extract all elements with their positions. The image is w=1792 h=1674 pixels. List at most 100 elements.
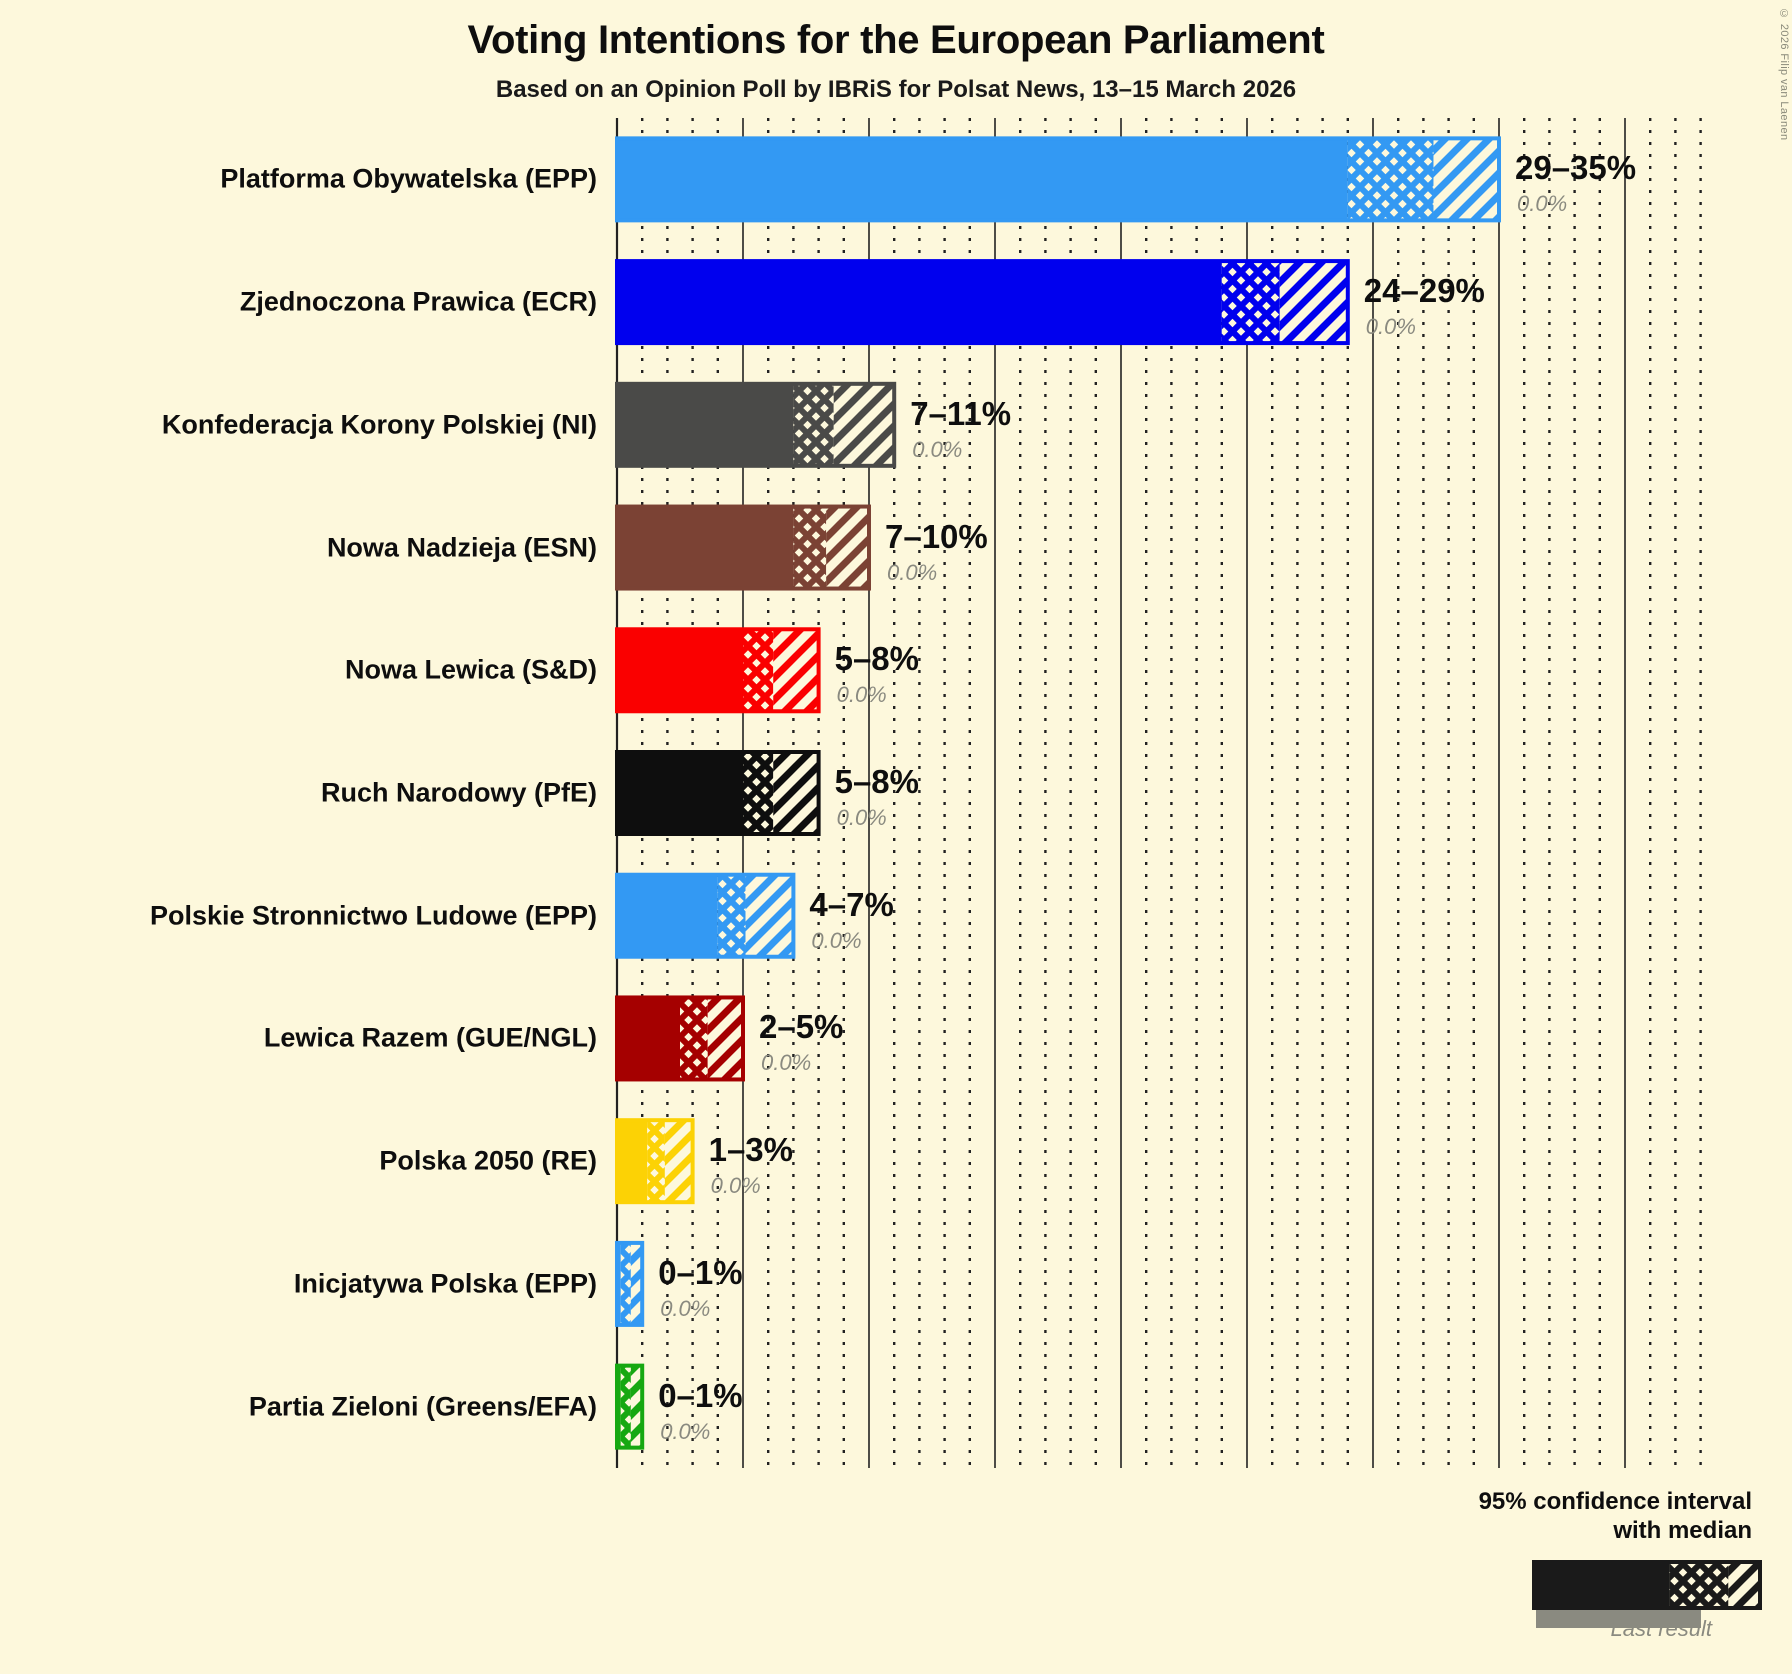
bar-segment-crosshatch: [680, 997, 708, 1080]
bar-outline: [615, 1118, 695, 1205]
party-label: Polskie Stronnictwo Ludowe (EPP): [149, 900, 597, 931]
bar-segment-solid: [617, 752, 743, 834]
legend-last-result-label: Last result: [1610, 1616, 1713, 1641]
value-range-label: 5–8%: [834, 640, 919, 678]
bar-group[interactable]: [615, 995, 745, 1082]
value-range-label: 7–10%: [885, 517, 988, 555]
party-label: Partia Zieloni (Greens/EFA): [248, 1391, 597, 1422]
bar-segment-solid: [617, 997, 680, 1080]
copyright-notice: © 2026 Filip van Laenen: [1778, 8, 1790, 141]
bar-group[interactable]: [615, 750, 821, 836]
bar-outline: [615, 1240, 645, 1327]
bar-outline: [615, 1363, 645, 1450]
bar-group[interactable]: [615, 1240, 645, 1327]
last-result-label: 0.0%: [811, 927, 862, 953]
legend-last-result-bar: [1536, 1610, 1701, 1628]
bar-segment-crosshatch: [793, 383, 834, 466]
legend-sample-bar: [1532, 1560, 1762, 1628]
last-result-label: 0.0%: [1517, 191, 1568, 217]
bar-segment-hatch: [1279, 261, 1348, 344]
last-result-label: 0.0%: [912, 436, 963, 462]
bar-group[interactable]: [615, 1118, 695, 1205]
legend-segment-hatch: [1728, 1562, 1760, 1608]
bar-outline: [615, 136, 1501, 223]
legend-segment-crosshatch: [1669, 1562, 1729, 1608]
bar-segment-hatch: [1433, 138, 1499, 221]
last-result-label: 0.0%: [1365, 314, 1416, 340]
party-label: Inicjatywa Polska (EPP): [293, 1268, 597, 1299]
bar-segment-hatch: [707, 997, 743, 1080]
bar-segment-solid: [617, 1120, 648, 1203]
bar-group[interactable]: [615, 136, 1501, 223]
legend-bar-outline: [1532, 1560, 1762, 1610]
legend-line-1: 95% confidence interval: [1478, 1488, 1752, 1515]
bar-segment-crosshatch: [1347, 138, 1434, 221]
value-range-label: 2–5%: [759, 1008, 844, 1046]
bar-segment-hatch: [773, 629, 819, 712]
party-label: Zjednoczona Prawica (ECR): [239, 286, 597, 317]
bar-segment-hatch: [745, 874, 794, 957]
bar-group[interactable]: [615, 627, 821, 714]
bar-outline: [615, 259, 1350, 346]
legend-segment-solid: [1534, 1562, 1670, 1608]
last-result-label: 0.0%: [710, 1173, 761, 1199]
value-range-label: 0–1%: [658, 1376, 743, 1414]
last-result-label: 0.0%: [660, 1418, 711, 1444]
party-label: Nowa Lewica (S&D): [344, 654, 597, 685]
bar-segment-hatch: [833, 383, 895, 466]
bar-group[interactable]: [615, 1363, 645, 1450]
value-range-label: 4–7%: [809, 885, 894, 923]
bar-outline: [615, 750, 821, 836]
bar-group[interactable]: [615, 259, 1350, 346]
bar-outline: [615, 627, 821, 714]
bar-segment-crosshatch: [647, 1120, 665, 1203]
bar-segment-solid: [617, 261, 1222, 344]
value-range-label: 0–1%: [658, 1253, 743, 1291]
party-label: Lewica Razem (GUE/NGL): [263, 1022, 597, 1053]
value-range-label: 7–11%: [910, 394, 1012, 432]
bar-segment-crosshatch: [717, 874, 746, 957]
bar-group[interactable]: [615, 504, 871, 591]
last-result-label: 0.0%: [660, 1295, 711, 1321]
bar-segment-solid: [617, 138, 1348, 221]
bar-segment-hatch: [630, 1365, 643, 1448]
bar-outline: [615, 995, 745, 1082]
bar-segment-hatch: [630, 1242, 643, 1325]
party-label: Platforma Obywatelska (EPP): [220, 163, 597, 194]
bar-segment-hatch: [664, 1120, 693, 1203]
bar-segment-crosshatch: [743, 629, 774, 712]
bar-group[interactable]: [615, 381, 897, 468]
bar-segment-crosshatch: [743, 752, 774, 834]
last-result-label: 0.0%: [836, 805, 887, 830]
value-range-label: 29–35%: [1515, 149, 1637, 187]
last-result-label: 0.0%: [836, 682, 887, 708]
value-range-label: 1–3%: [708, 1131, 793, 1169]
party-label: Konfederacja Korony Polskiej (NI): [161, 409, 597, 440]
last-result-label: 0.0%: [761, 1050, 812, 1076]
bar-segment-crosshatch: [620, 1365, 631, 1448]
party-label: Polska 2050 (RE): [379, 1145, 597, 1176]
last-result-label: 0.0%: [887, 559, 938, 585]
page-subtitle: Based on an Opinion Poll by IBRiS for Po…: [495, 76, 1297, 103]
bar-segment-solid: [617, 506, 794, 589]
bar-segment-crosshatch: [793, 506, 827, 589]
bar-group[interactable]: [615, 872, 796, 959]
party-label: Nowa Nadzieja (ESN): [326, 532, 597, 563]
legend-line-2: with median: [1613, 1517, 1752, 1545]
bar-outline: [615, 872, 796, 959]
legend-title: 95% confidence interval with median: [1479, 1487, 1752, 1546]
value-range-label: 5–8%: [834, 763, 919, 800]
page-title: Voting Intentions for the European Parli…: [467, 18, 1325, 62]
bar-segment-solid: [617, 874, 718, 957]
bar-outline: [615, 504, 871, 591]
bar-segment-hatch: [773, 752, 819, 834]
bar-segment-solid: [617, 383, 794, 466]
bar-outline: [615, 381, 897, 468]
bar-segment-solid: [617, 629, 743, 712]
bar-segment-hatch: [826, 506, 869, 589]
bar-segment-crosshatch: [620, 1242, 631, 1325]
bar-segment-crosshatch: [1221, 261, 1280, 344]
party-label: Ruch Narodowy (PfE): [320, 777, 597, 808]
value-range-label: 24–29%: [1363, 272, 1485, 310]
